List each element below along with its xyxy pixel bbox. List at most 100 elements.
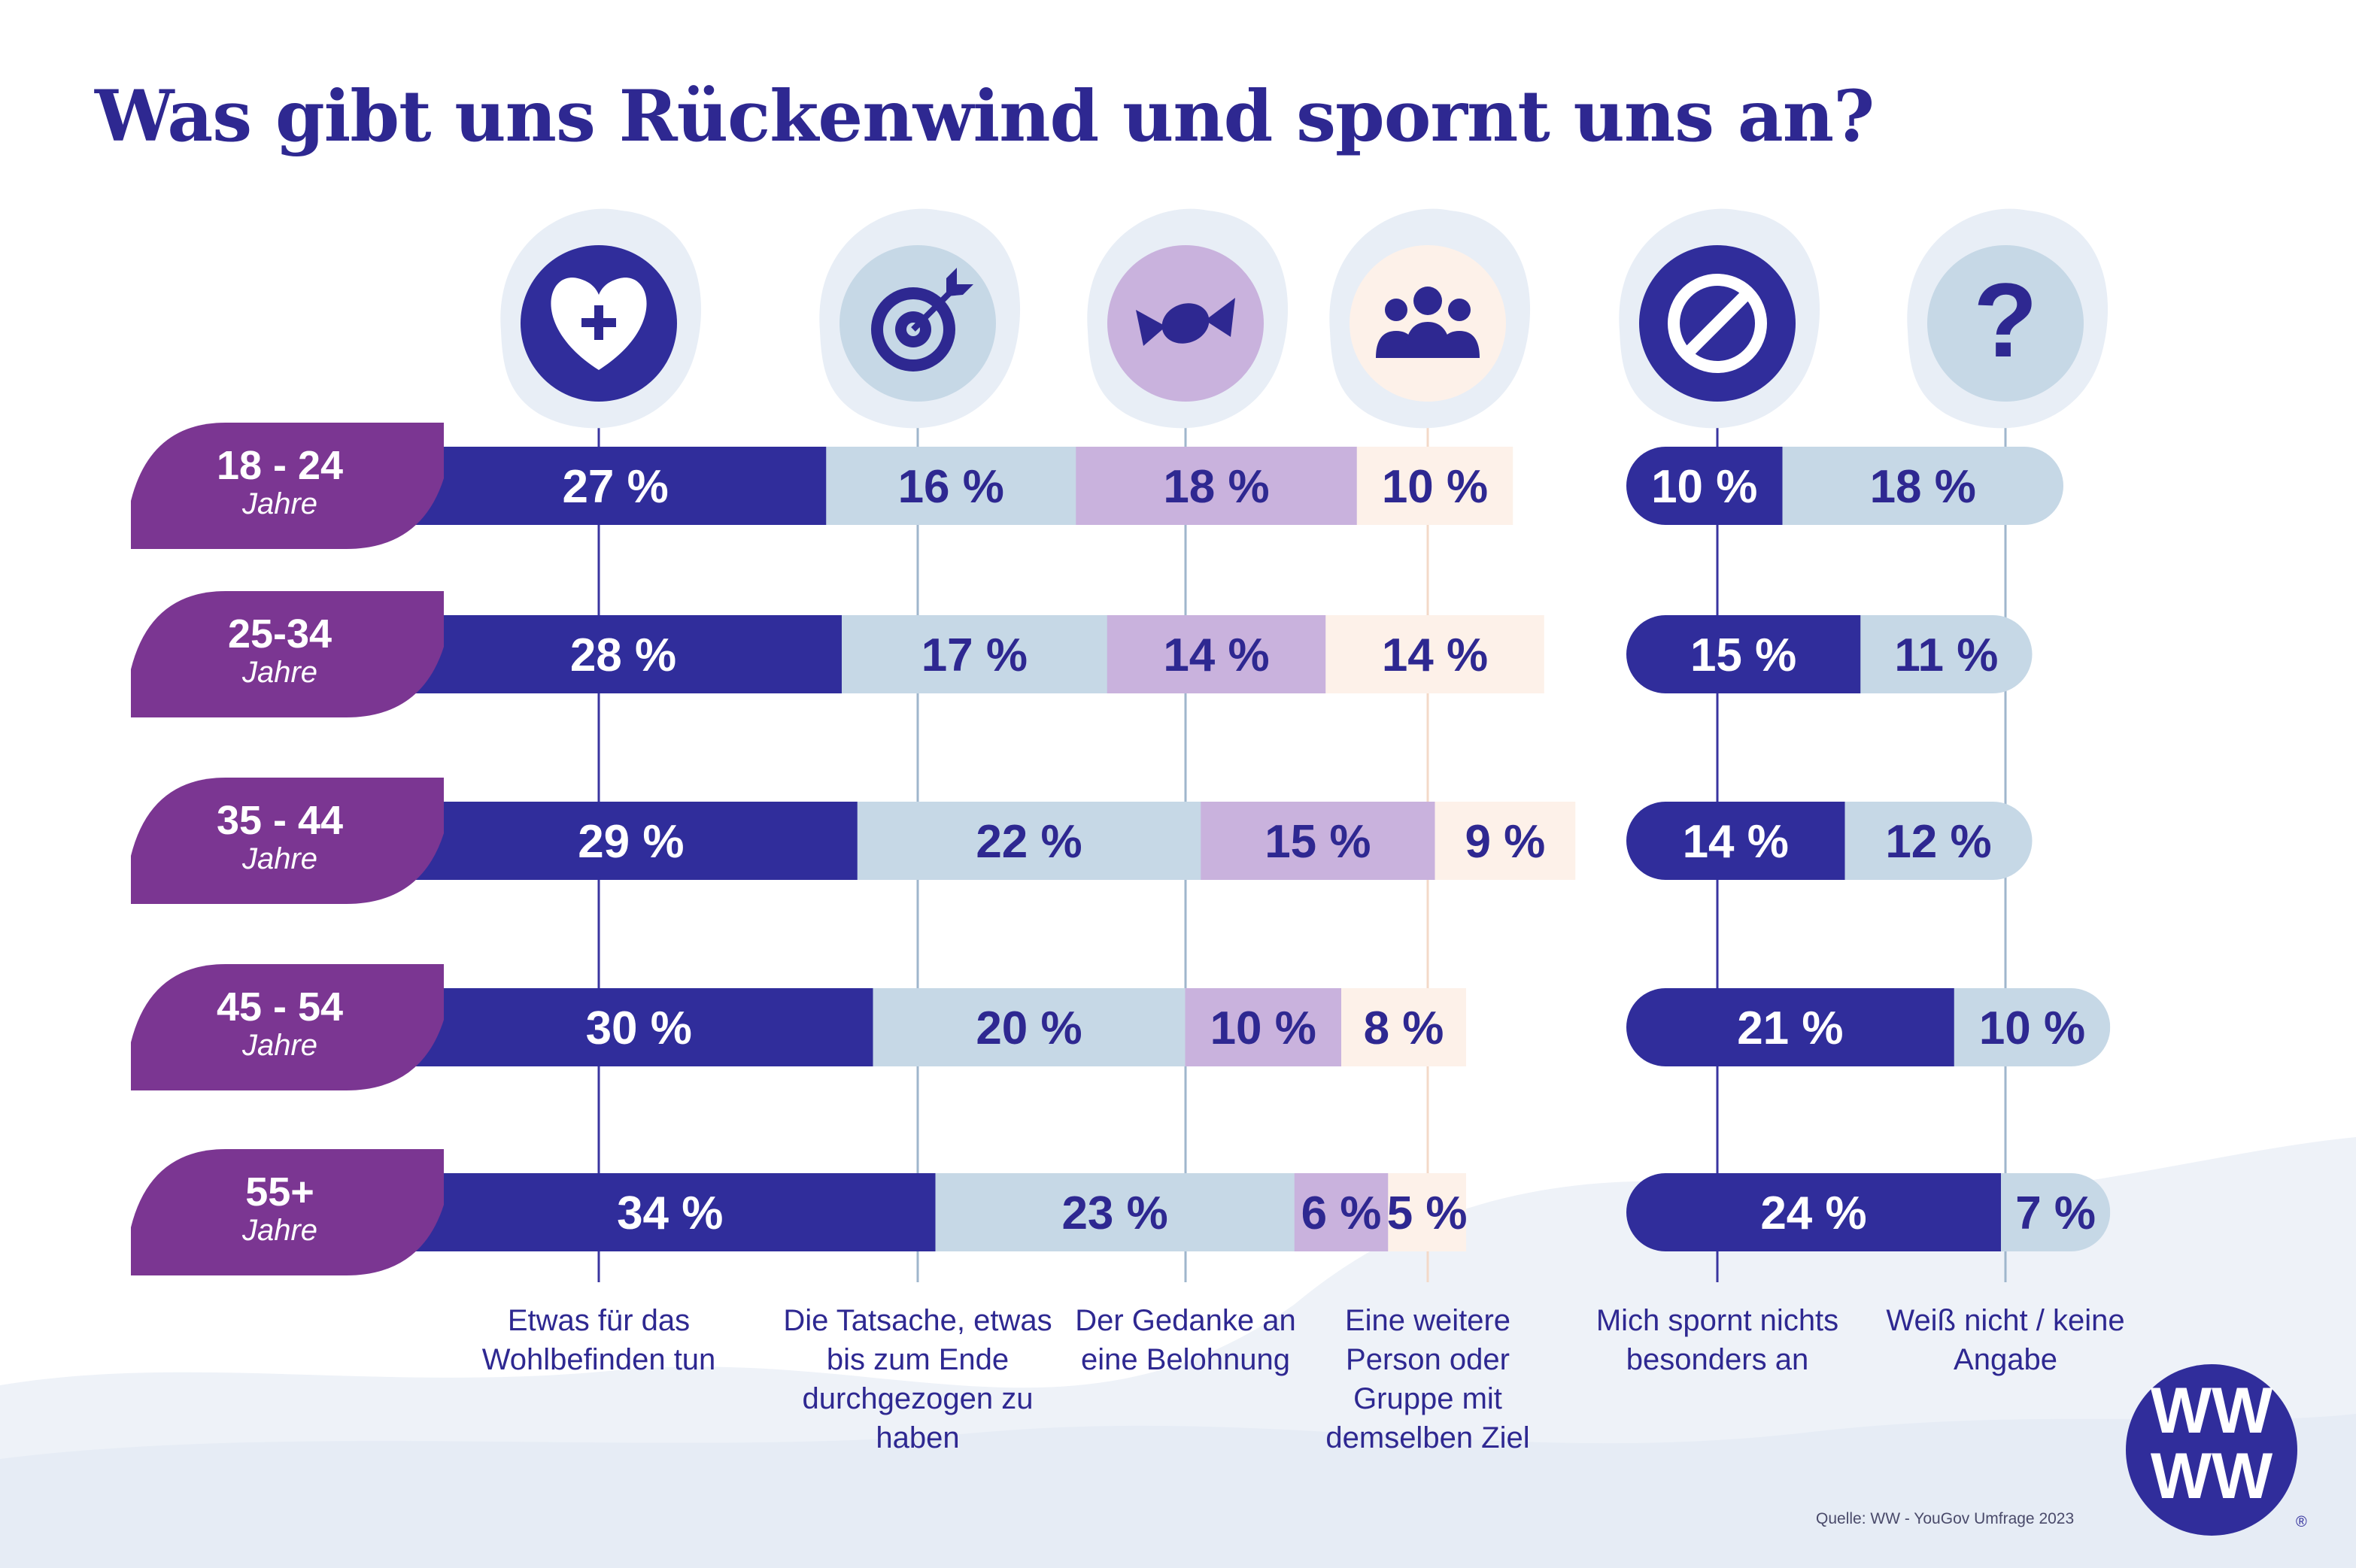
data-label-finish-1: 17 % (921, 629, 1028, 681)
bar-wellbeing-1 (405, 615, 843, 693)
category-label-reward: Der Gedanke an eine Belohnung (1075, 1304, 1296, 1376)
data-label-unknown-0: 18 % (1870, 461, 1976, 513)
bars: 27 % 16 % 18 % 10 % 10 % 18 % 28 % 17 % 14 % 14 %… (405, 447, 2111, 1251)
age-tag (131, 1149, 444, 1275)
age-tag (131, 964, 444, 1090)
bar-nothing-3 (1626, 988, 1955, 1066)
bar-unknown-1 (1860, 615, 2033, 693)
bar-reward-4 (1294, 1173, 1389, 1251)
age-unit: Jahre (241, 1214, 318, 1247)
bar-unknown-0 (1782, 447, 2063, 525)
bar-nothing-2 (1626, 802, 1846, 880)
age-tags (131, 423, 444, 1275)
data-label-nothing-1: 15 % (1690, 629, 1796, 681)
data-label-wellbeing-2: 29 % (578, 816, 684, 868)
age-label: 35 - 44 Jahre (182, 799, 378, 875)
data-label-nothing-4: 24 % (1760, 1187, 1866, 1239)
data-label-nothing-2: 14 % (1683, 816, 1789, 868)
category-label-group: Eine weitere Person oder Gruppe mit dems… (1325, 1304, 1530, 1454)
page-title: Was gibt uns Rückenwind und spornt uns a… (95, 75, 1875, 158)
age-unit: Jahre (241, 487, 318, 520)
data-label-finish-0: 16 % (898, 461, 1004, 513)
data-label-group-4: 5 % (1387, 1187, 1468, 1239)
bar-group-4 (1388, 1173, 1466, 1251)
bar-finish-1 (842, 615, 1108, 693)
age-group: 55+ (245, 1169, 314, 1215)
bar-wellbeing-4 (405, 1173, 937, 1251)
data-label-unknown-4: 7 % (2015, 1187, 2096, 1239)
bar-group-0 (1356, 447, 1513, 525)
category-icons: ? (500, 208, 2109, 429)
age-unit: Jahre (241, 656, 318, 689)
age-label: 45 - 54 Jahre (182, 985, 378, 1062)
data-label-group-0: 10 % (1382, 461, 1488, 513)
age-group: 25-34 (227, 611, 332, 657)
age-unit: Jahre (241, 1029, 318, 1062)
bar-reward-0 (1076, 447, 1358, 525)
bar-finish-2 (857, 802, 1202, 880)
data-label-group-1: 14 % (1382, 629, 1488, 681)
bar-wellbeing-3 (405, 988, 874, 1066)
bar-wellbeing-0 (405, 447, 827, 525)
data-label-unknown-2: 12 % (1885, 816, 1991, 868)
source-note: Quelle: WW - YouGov Umfrage 2023 (1816, 1510, 2075, 1527)
data-label-unknown-3: 10 % (1979, 1002, 2085, 1054)
logo-text-bottom: WW (2151, 1440, 2273, 1512)
data-label-unknown-1: 11 % (1894, 629, 1998, 681)
bar-nothing-1 (1626, 615, 1862, 693)
data-label-reward-1: 14 % (1163, 629, 1269, 681)
bar-unknown-3 (1954, 988, 2111, 1066)
bar-nothing-4 (1626, 1173, 2002, 1251)
age-group: 45 - 54 (216, 984, 344, 1030)
category-label-finish: Die Tatsache, etwas bis zum Ende durchge… (783, 1304, 1052, 1454)
bar-nothing-0 (1626, 447, 1784, 525)
bar-group-3 (1341, 988, 1466, 1066)
data-label-finish-4: 23 % (1061, 1187, 1167, 1239)
bar-reward-2 (1201, 802, 1436, 880)
data-label-group-3: 8 % (1364, 1002, 1444, 1054)
age-tag (131, 778, 444, 904)
bar-group-1 (1325, 615, 1544, 693)
age-label: 18 - 24 Jahre (182, 444, 378, 520)
svg-text:?: ? (1973, 261, 2038, 379)
logo-text: WW (2151, 1375, 2273, 1447)
registered-mark: ® (2296, 1514, 2307, 1530)
category-label-nothing: Mich spornt nichts besonders an (1595, 1304, 1839, 1376)
age-group: 35 - 44 (216, 798, 344, 843)
heart-plus-icon (500, 208, 702, 429)
bar-wellbeing-2 (405, 802, 858, 880)
data-label-wellbeing-1: 28 % (570, 629, 676, 681)
data-label-reward-0: 18 % (1163, 461, 1269, 513)
data-label-group-2: 9 % (1465, 816, 1545, 868)
bar-reward-1 (1107, 615, 1327, 693)
category-label-unknown: Weiß nicht / keine Angabe (1886, 1304, 2125, 1376)
age-label: 25-34 Jahre (182, 612, 378, 689)
bar-finish-4 (935, 1173, 1295, 1251)
ww-logo: WW WW ® (2126, 1364, 2307, 1536)
age-tag (131, 423, 444, 549)
data-label-wellbeing-3: 30 % (586, 1002, 692, 1054)
group-icon (1329, 208, 1531, 429)
category-label-wellbeing: Etwas für das Wohlbefinden tun (481, 1304, 716, 1376)
bar-unknown-2 (1844, 802, 2033, 880)
bar-unknown-4 (2001, 1173, 2111, 1251)
age-label: 55+ Jahre (182, 1170, 378, 1247)
prohibited-icon (1619, 208, 1820, 429)
age-group: 18 - 24 (216, 443, 344, 488)
age-tag (131, 591, 444, 717)
data-label-nothing-0: 10 % (1651, 461, 1757, 513)
bar-finish-0 (826, 447, 1077, 525)
candy-icon (1087, 208, 1289, 429)
data-label-reward-2: 15 % (1265, 816, 1371, 868)
data-label-reward-4: 6 % (1301, 1187, 1382, 1239)
question-icon: ? (1907, 208, 2109, 429)
bar-reward-3 (1185, 988, 1342, 1066)
data-label-finish-3: 20 % (976, 1002, 1082, 1054)
data-label-nothing-3: 21 % (1737, 1002, 1843, 1054)
data-label-wellbeing-0: 27 % (562, 461, 668, 513)
age-unit: Jahre (241, 842, 318, 875)
bar-group-2 (1435, 802, 1576, 880)
data-label-finish-2: 22 % (976, 816, 1082, 868)
bar-finish-3 (873, 988, 1186, 1066)
